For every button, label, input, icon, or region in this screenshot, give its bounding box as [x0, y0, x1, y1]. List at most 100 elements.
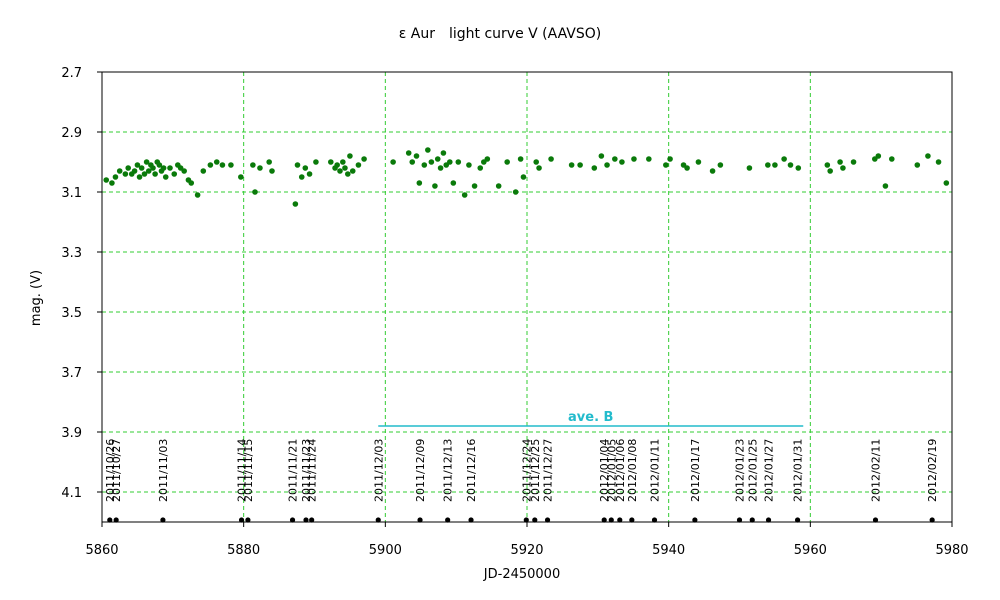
data-point — [875, 153, 882, 159]
grid-lines — [102, 72, 952, 522]
y-tick-label: 2.9 — [61, 126, 82, 141]
date-label: 2011/12/13 — [442, 439, 455, 502]
data-point — [827, 168, 833, 174]
data-point — [837, 159, 843, 165]
date-marker — [617, 517, 623, 523]
date-marker — [872, 517, 879, 523]
chart-title: ε Aur light curve V (AAVSO) — [399, 26, 601, 42]
date-marker — [468, 517, 474, 523]
data-point — [591, 165, 598, 171]
data-point — [355, 162, 362, 168]
data-point — [228, 162, 234, 168]
x-tick-label: 5860 — [85, 543, 118, 558]
data-point — [162, 174, 169, 180]
data-point — [446, 159, 453, 165]
data-point — [943, 180, 950, 186]
x-tick-label: 5900 — [369, 543, 402, 558]
x-axis-ticks: 5860 5880 5900 5920 5940 5960 5980 — [85, 522, 969, 558]
date-label: 2012/01/04 — [598, 439, 611, 502]
data-point — [765, 162, 771, 168]
data-point — [612, 156, 618, 162]
date-label: 2011/12/24 — [520, 439, 533, 502]
data-point — [466, 162, 472, 168]
date-label: 2011/11/21 — [287, 439, 300, 502]
date-label: 2011/11/14 — [236, 439, 249, 502]
data-point — [425, 147, 431, 153]
data-point — [781, 156, 787, 162]
data-point — [134, 162, 141, 168]
date-marker — [736, 517, 743, 523]
date-marker — [651, 517, 658, 523]
date-marker — [445, 517, 451, 523]
data-point — [349, 168, 356, 174]
data-point — [882, 183, 889, 189]
date-label: 2011/12/03 — [372, 439, 385, 502]
date-label: 2011/12/16 — [465, 439, 478, 502]
data-point — [347, 153, 353, 159]
x-tick-label: 5940 — [652, 543, 685, 558]
date-label: 2012/01/27 — [763, 439, 776, 502]
data-point — [471, 183, 478, 189]
data-point — [455, 159, 462, 165]
data-point — [663, 162, 669, 168]
data-point — [413, 153, 420, 159]
data-point — [824, 162, 831, 168]
date-label: 2011/12/27 — [542, 439, 555, 502]
data-point — [520, 174, 527, 180]
y-axis-ticks: 2.7 2.9 3.1 3.3 3.5 3.7 3.9 4.1 — [61, 66, 102, 501]
date-marker — [160, 517, 166, 523]
date-marker — [601, 517, 607, 523]
data-point — [188, 180, 195, 186]
y-tick-label: 3.7 — [61, 366, 82, 381]
date-marker — [303, 517, 309, 523]
data-point — [646, 156, 652, 162]
data-point — [143, 159, 150, 165]
data-point — [409, 159, 416, 165]
date-label: 2012/02/19 — [926, 439, 939, 502]
data-point — [109, 180, 115, 186]
date-label: 2012/01/06 — [614, 439, 627, 502]
data-point — [717, 162, 724, 168]
data-point — [598, 153, 605, 159]
y-tick-label: 3.5 — [61, 306, 82, 321]
data-point — [181, 168, 187, 174]
data-point — [194, 192, 201, 198]
data-point — [327, 159, 334, 165]
data-point — [695, 159, 702, 165]
date-label: 2012/01/11 — [649, 439, 662, 502]
x-tick-label: 5880 — [227, 543, 260, 558]
average-b-label: ave. B — [568, 410, 613, 425]
date-label: 2012/01/25 — [746, 439, 759, 502]
data-point — [421, 162, 428, 168]
data-point — [461, 192, 468, 198]
data-point — [116, 168, 123, 174]
data-point — [484, 156, 491, 162]
data-point — [405, 150, 412, 156]
data-point — [122, 171, 129, 177]
data-point — [167, 165, 173, 171]
date-label: 2011/10/27 — [110, 439, 123, 502]
date-marker — [523, 517, 529, 523]
date-marker — [113, 517, 119, 523]
data-point — [925, 153, 931, 159]
x-tick-label: 5920 — [510, 543, 543, 558]
data-point — [292, 201, 299, 207]
data-point — [787, 162, 794, 168]
date-label: 2012/02/11 — [870, 439, 883, 502]
data-point — [709, 168, 716, 174]
data-point — [340, 159, 346, 165]
date-marker — [608, 517, 614, 523]
date-label: 2012/01/05 — [605, 439, 618, 502]
x-axis-label: JD-2450000 — [483, 567, 560, 582]
date-marker — [417, 517, 423, 523]
data-point — [840, 165, 846, 171]
data-point — [795, 165, 802, 171]
data-point — [252, 189, 258, 195]
date-marker — [544, 517, 551, 523]
data-point — [416, 180, 423, 186]
data-point — [667, 156, 673, 162]
data-point — [269, 168, 275, 174]
data-point — [935, 159, 942, 165]
